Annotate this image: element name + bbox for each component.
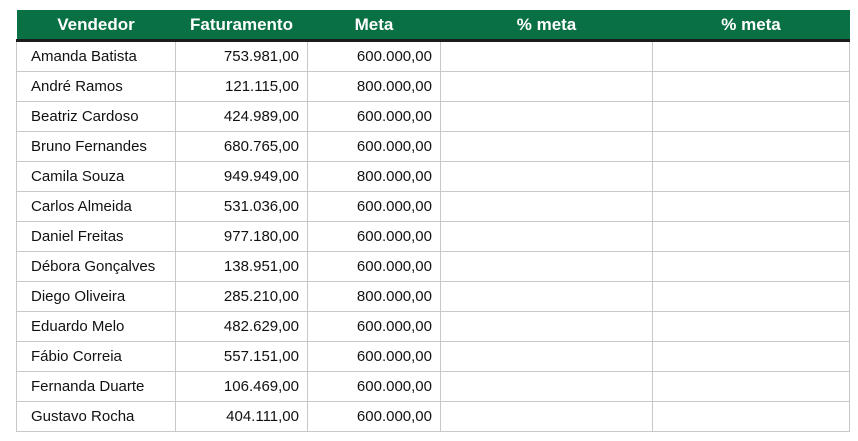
cell-vendedor[interactable]: André Ramos	[16, 71, 176, 102]
cell-pct-meta-2[interactable]	[652, 221, 850, 252]
cell-pct-meta-2[interactable]	[652, 371, 850, 402]
cell-pct-meta-1[interactable]	[440, 311, 653, 342]
cell-pct-meta-1[interactable]	[440, 251, 653, 282]
cell-pct-meta-1[interactable]	[440, 281, 653, 312]
cell-pct-meta-1[interactable]	[440, 101, 653, 132]
table-header: Vendedor Faturamento Meta % meta % meta	[16, 10, 850, 42]
cell-vendedor[interactable]: Diego Oliveira	[16, 281, 176, 312]
header-row: Vendedor Faturamento Meta % meta % meta	[16, 10, 850, 42]
table-row: Fábio Correia 557.151,00 600.000,00	[16, 341, 850, 372]
table-row: André Ramos 121.115,00 800.000,00	[16, 71, 850, 102]
cell-vendedor[interactable]: Fábio Correia	[16, 341, 176, 372]
cell-meta[interactable]: 800.000,00	[307, 161, 441, 192]
cell-meta[interactable]: 600.000,00	[307, 101, 441, 132]
table-row: Diego Oliveira 285.210,00 800.000,00	[16, 281, 850, 312]
cell-meta[interactable]: 800.000,00	[307, 71, 441, 102]
cell-pct-meta-2[interactable]	[652, 161, 850, 192]
cell-meta[interactable]: 800.000,00	[307, 281, 441, 312]
cell-pct-meta-1[interactable]	[440, 131, 653, 162]
cell-vendedor[interactable]: Carlos Almeida	[16, 191, 176, 222]
cell-meta[interactable]: 600.000,00	[307, 311, 441, 342]
cell-meta[interactable]: 600.000,00	[307, 341, 441, 372]
cell-vendedor[interactable]: Fernanda Duarte	[16, 371, 176, 402]
cell-faturamento[interactable]: 949.949,00	[175, 161, 308, 192]
table-body: Amanda Batista 753.981,00 600.000,00 André …	[16, 40, 850, 432]
cell-vendedor[interactable]: Beatriz Cardoso	[16, 101, 176, 132]
cell-faturamento[interactable]: 977.180,00	[175, 221, 308, 252]
cell-pct-meta-2[interactable]	[652, 311, 850, 342]
cell-vendedor[interactable]: Eduardo Melo	[16, 311, 176, 342]
table-row: Daniel Freitas 977.180,00 600.000,00	[16, 221, 850, 252]
cell-faturamento[interactable]: 557.151,00	[175, 341, 308, 372]
header-vendedor[interactable]: Vendedor	[16, 10, 176, 42]
cell-pct-meta-1[interactable]	[440, 40, 653, 72]
cell-pct-meta-2[interactable]	[652, 101, 850, 132]
cell-meta[interactable]: 600.000,00	[307, 191, 441, 222]
cell-faturamento[interactable]: 285.210,00	[175, 281, 308, 312]
table-row: Amanda Batista 753.981,00 600.000,00	[16, 40, 850, 72]
cell-faturamento[interactable]: 531.036,00	[175, 191, 308, 222]
cell-meta[interactable]: 600.000,00	[307, 401, 441, 432]
header-pct-meta-2[interactable]: % meta	[652, 10, 850, 42]
table-row: Eduardo Melo 482.629,00 600.000,00	[16, 311, 850, 342]
cell-pct-meta-1[interactable]	[440, 401, 653, 432]
cell-meta[interactable]: 600.000,00	[307, 251, 441, 282]
table-row: Gustavo Rocha 404.111,00 600.000,00	[16, 401, 850, 432]
table-row: Camila Souza 949.949,00 800.000,00	[16, 161, 850, 192]
table-row: Débora Gonçalves 138.951,00 600.000,00	[16, 251, 850, 282]
cell-pct-meta-2[interactable]	[652, 401, 850, 432]
cell-pct-meta-1[interactable]	[440, 221, 653, 252]
table-row: Carlos Almeida 531.036,00 600.000,00	[16, 191, 850, 222]
sales-table: Vendedor Faturamento Meta % meta % meta …	[16, 10, 850, 432]
cell-faturamento[interactable]: 106.469,00	[175, 371, 308, 402]
cell-meta[interactable]: 600.000,00	[307, 40, 441, 72]
cell-faturamento[interactable]: 680.765,00	[175, 131, 308, 162]
cell-faturamento[interactable]: 138.951,00	[175, 251, 308, 282]
cell-pct-meta-1[interactable]	[440, 371, 653, 402]
cell-pct-meta-2[interactable]	[652, 191, 850, 222]
header-pct-meta-1[interactable]: % meta	[440, 10, 653, 42]
cell-meta[interactable]: 600.000,00	[307, 371, 441, 402]
header-faturamento[interactable]: Faturamento	[175, 10, 308, 42]
cell-pct-meta-2[interactable]	[652, 71, 850, 102]
cell-faturamento[interactable]: 482.629,00	[175, 311, 308, 342]
cell-vendedor[interactable]: Camila Souza	[16, 161, 176, 192]
cell-vendedor[interactable]: Gustavo Rocha	[16, 401, 176, 432]
cell-pct-meta-1[interactable]	[440, 191, 653, 222]
cell-meta[interactable]: 600.000,00	[307, 131, 441, 162]
cell-vendedor[interactable]: Débora Gonçalves	[16, 251, 176, 282]
table-row: Fernanda Duarte 106.469,00 600.000,00	[16, 371, 850, 402]
cell-pct-meta-2[interactable]	[652, 341, 850, 372]
cell-vendedor[interactable]: Daniel Freitas	[16, 221, 176, 252]
cell-pct-meta-2[interactable]	[652, 131, 850, 162]
cell-pct-meta-2[interactable]	[652, 251, 850, 282]
cell-pct-meta-2[interactable]	[652, 281, 850, 312]
table-row: Beatriz Cardoso 424.989,00 600.000,00	[16, 101, 850, 132]
cell-pct-meta-1[interactable]	[440, 161, 653, 192]
cell-pct-meta-1[interactable]	[440, 71, 653, 102]
cell-pct-meta-2[interactable]	[652, 40, 850, 72]
cell-faturamento[interactable]: 753.981,00	[175, 40, 308, 72]
cell-vendedor[interactable]: Bruno Fernandes	[16, 131, 176, 162]
table-row: Bruno Fernandes 680.765,00 600.000,00	[16, 131, 850, 162]
cell-faturamento[interactable]: 404.111,00	[175, 401, 308, 432]
cell-pct-meta-1[interactable]	[440, 341, 653, 372]
cell-vendedor[interactable]: Amanda Batista	[16, 40, 176, 72]
header-meta[interactable]: Meta	[307, 10, 441, 42]
cell-faturamento[interactable]: 424.989,00	[175, 101, 308, 132]
cell-faturamento[interactable]: 121.115,00	[175, 71, 308, 102]
cell-meta[interactable]: 600.000,00	[307, 221, 441, 252]
